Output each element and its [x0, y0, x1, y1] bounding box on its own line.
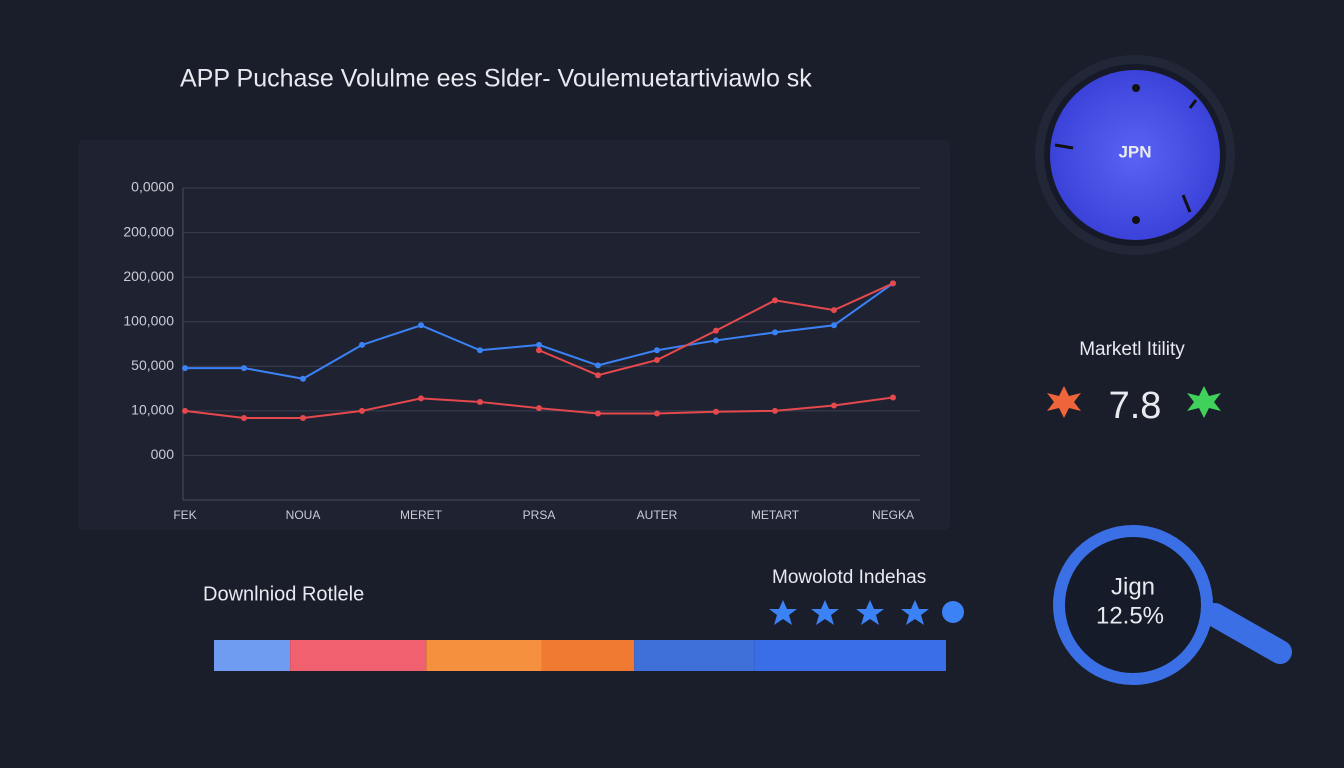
x-tick-label: AUTER — [637, 508, 678, 522]
y-tick-label: 200,000 — [123, 223, 174, 239]
series-dot — [831, 322, 837, 329]
gauge-label: JPN — [1118, 142, 1151, 161]
download-segment — [426, 640, 542, 671]
download-title: Downlniod Rotlele — [203, 583, 364, 605]
series-dot — [418, 395, 424, 402]
x-tick-label: FEK — [173, 508, 196, 522]
series-dot — [241, 414, 247, 421]
gauge-ticks — [1054, 84, 1198, 224]
series-dot — [477, 347, 483, 354]
series-dot — [772, 407, 778, 414]
market-value: 7.8 — [1109, 385, 1162, 427]
search-lens — [1053, 525, 1213, 685]
y-tick-label: 000 — [151, 446, 175, 462]
plot: 000 10,000 50,000 100,000 200,000 200,000 0,00… — [123, 179, 920, 522]
series-dot — [477, 398, 483, 405]
series-dot — [536, 341, 542, 348]
y-tick-label: 100,000 — [123, 312, 174, 328]
x-tick-label: NOUA — [286, 508, 321, 522]
chart-title: APP Puchase Volulme ees Slder- Voulemuet… — [180, 65, 812, 93]
series-dot — [713, 337, 719, 344]
series-dot — [300, 375, 306, 382]
x-tick-label: PRSA — [523, 508, 556, 522]
download-segment — [754, 640, 946, 671]
market-star — [1047, 386, 1081, 418]
search-value: 12.5% — [1096, 602, 1164, 629]
series-dot — [182, 365, 188, 372]
market-title: Marketl Itility — [1079, 339, 1185, 360]
series-dot — [359, 407, 365, 414]
series-dot — [418, 322, 424, 329]
download-segment — [634, 640, 755, 671]
y-tick-label: 0,0000 — [131, 179, 174, 195]
series-dot — [831, 307, 837, 314]
series-dot — [595, 372, 601, 379]
series-dot — [536, 405, 542, 412]
series-dot — [890, 280, 896, 287]
chart-panel — [78, 140, 950, 530]
download-segment — [541, 640, 635, 671]
series-dot — [595, 362, 601, 369]
x-tick-label: METART — [751, 508, 800, 522]
series-dot — [713, 327, 719, 334]
series-dot — [359, 341, 365, 348]
y-tick-label: 10,000 — [131, 402, 174, 418]
gauge-face — [1044, 64, 1226, 246]
x-tick-label: NEGKA — [872, 508, 914, 522]
rating-stars — [769, 600, 964, 625]
market-star — [1187, 386, 1221, 418]
download-segment — [290, 640, 427, 671]
series-dot — [654, 357, 660, 364]
y-tick-label: 200,000 — [123, 268, 174, 284]
download-bar — [214, 640, 946, 671]
rating-title: Mowolotd Indehas — [772, 567, 926, 588]
series-dot — [831, 402, 837, 409]
y-tick-label: 50,000 — [131, 357, 174, 373]
series-dot — [595, 410, 601, 417]
series-dot — [654, 410, 660, 417]
series-dot — [182, 407, 188, 414]
series-dot — [890, 394, 896, 401]
series-dot — [713, 408, 719, 415]
series-dot — [241, 365, 247, 372]
series-dot — [536, 347, 542, 354]
series-dot — [772, 329, 778, 336]
search-handle — [1203, 603, 1292, 664]
search-label: Jign — [1111, 573, 1155, 600]
series-dot — [654, 347, 660, 354]
series-dot — [772, 297, 778, 304]
x-tick-label: MERET — [400, 508, 443, 522]
download-segment — [214, 640, 291, 671]
series-dot — [300, 414, 306, 421]
